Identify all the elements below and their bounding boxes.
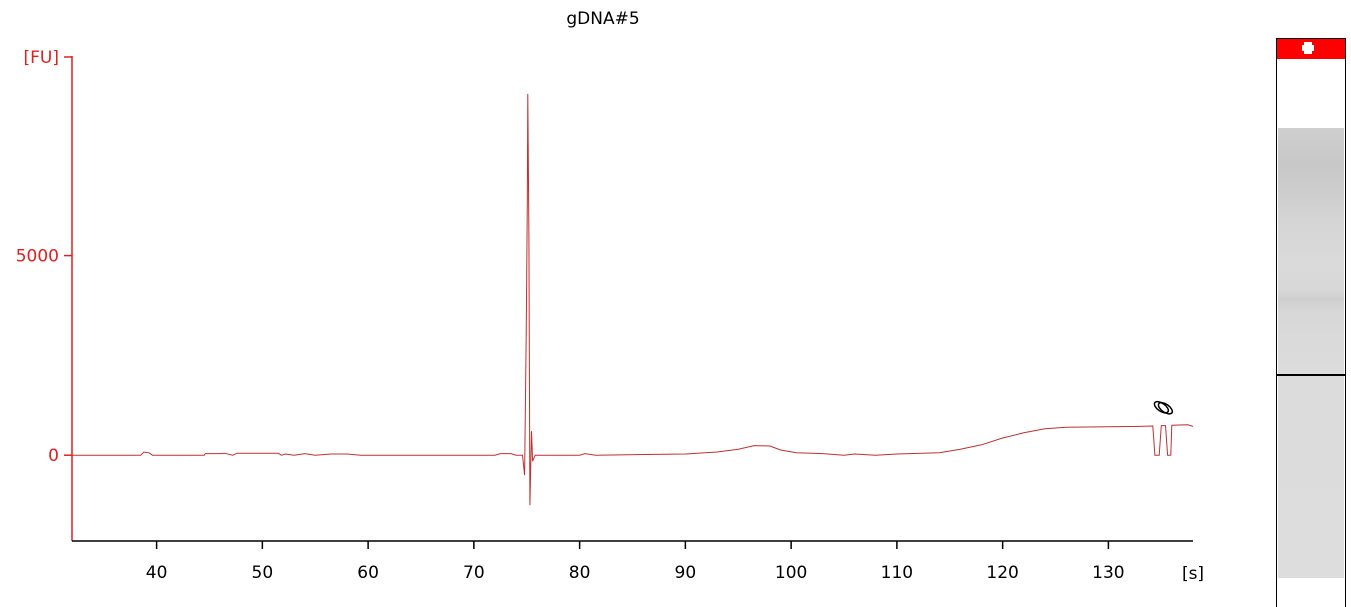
x-tick-label: 110 <box>881 563 913 583</box>
y-axis-label: [FU] <box>24 48 60 68</box>
x-tick-label: 60 <box>357 563 379 583</box>
chart-title: gDNA#5 <box>566 9 639 29</box>
x-axis-unit-label: [s] <box>1182 564 1204 584</box>
x-axis: 40 50 60 70 80 90 100 110 120 130 [s] <box>72 540 1204 584</box>
x-ticks: 40 50 60 70 80 90 100 110 120 130 <box>146 541 1125 583</box>
x-tick-label: 50 <box>252 563 274 583</box>
x-tick-label: 90 <box>675 563 697 583</box>
y-ticks: 0 5000 <box>16 56 72 466</box>
ladder-marker-symbol <box>1153 400 1174 415</box>
gel-marker-header <box>1277 39 1345 59</box>
plot-area <box>72 93 1194 506</box>
series-line <box>72 93 1194 506</box>
x-tick-label: 80 <box>569 563 591 583</box>
gel-lane-gradient <box>1278 128 1344 578</box>
x-tick-label: 130 <box>1092 563 1124 583</box>
x-tick-label: 100 <box>775 563 807 583</box>
gel-lane <box>1276 38 1346 607</box>
gel-band <box>1277 374 1345 376</box>
y-axis: [FU] 0 5000 <box>16 48 73 541</box>
x-tick-label: 40 <box>146 563 168 583</box>
ladder-marker-icon <box>1277 39 1345 59</box>
x-tick-label: 70 <box>463 563 485 583</box>
x-tick-label: 120 <box>986 563 1018 583</box>
y-tick-label: 5000 <box>16 247 59 267</box>
y-tick-label: 0 <box>48 446 59 466</box>
